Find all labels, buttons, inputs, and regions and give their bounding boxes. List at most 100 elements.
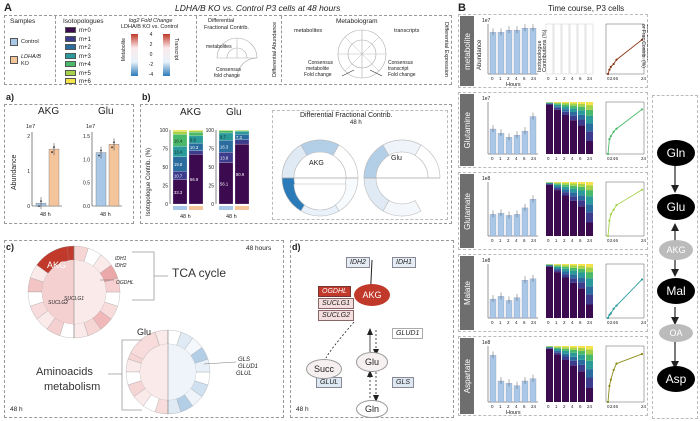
row-label: Malate [462,280,472,305]
row-iso-segment [546,103,553,104]
iso-label: m+5 [79,70,91,77]
fold-transcript-label: Transcript [173,38,179,61]
row-iso-segment [570,182,577,184]
row-exponent: 1e8 [482,258,491,264]
row-iso-segment [570,196,577,201]
node-glu: Glu [356,352,388,372]
panel-b-sample-marker [189,206,203,210]
row-hour-tick: 1 [499,320,502,325]
panel-a-tick: 1 [27,169,30,175]
row-iso-segment [586,264,593,268]
panel-b-seg-label: 9.6 [190,138,196,143]
row-iso-segment [578,183,585,187]
row-iso-segment [570,264,577,266]
row-iso-segment [562,264,569,266]
row-iso-segment [562,115,569,154]
row-iso-segment [562,111,569,115]
row-iso-tick: 4 [571,238,574,243]
row-iso-segment [586,388,593,402]
panel-b-akg-title: AKG [180,107,202,118]
row-iso-segment [554,272,561,318]
row-iso-label-2: Contributions (%) [542,29,548,72]
row-iso-segment [554,109,561,154]
enzyme-suclg1: SUCLG1 [318,298,355,309]
row-iso-tick: 4 [571,320,574,325]
row-hour-tick: 6 [523,76,526,81]
samples-title: Samples [10,18,36,25]
row-iso-segment [562,268,569,272]
row-iso-segment [578,277,585,283]
row-abundance-bar [497,213,505,237]
panel-a-box [4,104,134,224]
row-frac-tick: 6 [616,156,619,161]
row-iso-segment [586,286,593,295]
diff-abundance-label: Differential Abundance [272,21,278,77]
panel-b-sample-marker [235,206,249,210]
row-iso-segment [570,188,577,193]
gene-idh2: IDH2 [115,263,127,269]
panel-b-tick: 50 [162,165,168,171]
panel-b-seg-label: 9.7 [220,135,226,140]
panel-a-tick: 0 [27,204,30,210]
row-frac-tick: 2 [610,156,613,161]
isotopologues-legend: Isotopologues m+0 m+1 m+2 m+3 m+4 m+5 m+6 [60,16,115,85]
row-iso-segment [554,188,561,191]
panel-b-segment [188,129,204,131]
row-iso-segment [562,182,569,184]
enzyme-glud1: GLUD1 [392,328,424,339]
row-line-series [607,279,643,319]
panel-b-segment [188,150,204,155]
row-iso-segment [586,349,593,355]
panel-a-point [98,154,100,157]
row-iso-segment [586,294,593,305]
row-iso-tick: 1 [555,404,558,409]
row-iso-segment [570,356,577,361]
row-iso-segment [562,274,569,278]
tca-consensus-transcript [74,260,106,324]
row-iso-segment [570,105,577,109]
panel-b-tick: 0 [211,202,214,208]
row-iso-segment [554,268,561,271]
row-iso-segment [562,360,569,402]
row-iso-segment [586,131,593,141]
iso-swatch [65,69,76,76]
dfc-metabolites-label: metabolites [206,44,232,50]
row-iso-segment [562,271,569,275]
row-iso-segment [546,347,553,349]
row-abundance-bar [513,30,521,75]
row-hour-tick: 24 [531,404,537,409]
panel-b-seg-label: 66.9 [190,177,199,182]
row-iso-segment [562,184,569,187]
row-exponent: 1e8 [482,340,491,346]
control-label: Control [21,39,39,45]
iso-legend-item: m+4 [65,61,115,70]
fold-tick: -2 [148,62,154,68]
row-iso-segment [546,348,553,402]
row-iso-segment [586,185,593,191]
panel-b-seg-label: 13.4 [174,149,183,154]
enzyme-idh1: IDH1 [392,257,416,268]
row-iso-segment [546,265,553,267]
row-line-frame [605,345,645,403]
panel-b-segment [234,129,250,131]
mg-cons-met-3: Fold change [304,72,332,78]
gene-idh1: IDH1 [115,256,127,262]
row-iso-segment [586,222,593,236]
row-abundance-bar [529,116,537,155]
control-swatch [10,38,18,46]
panel-c-time-bottom: 48 h [10,406,23,413]
row-iso-tick: 1 [555,238,558,243]
row-iso-segment [546,104,553,154]
row-iso-segment [546,184,553,185]
row-abundance-bar [529,199,537,237]
panel-b-segment [234,130,250,132]
panel-b-dfc-box [272,110,448,220]
row-iso-segment [578,190,585,196]
row-iso-segment [578,351,585,355]
row-iso-segment [546,184,553,236]
iso-label: m+0 [79,28,91,34]
pathway-node-mal: Mal [657,278,695,304]
figure-title-right: Time course, P3 cells [548,4,625,13]
row-iso-segment [554,182,561,184]
